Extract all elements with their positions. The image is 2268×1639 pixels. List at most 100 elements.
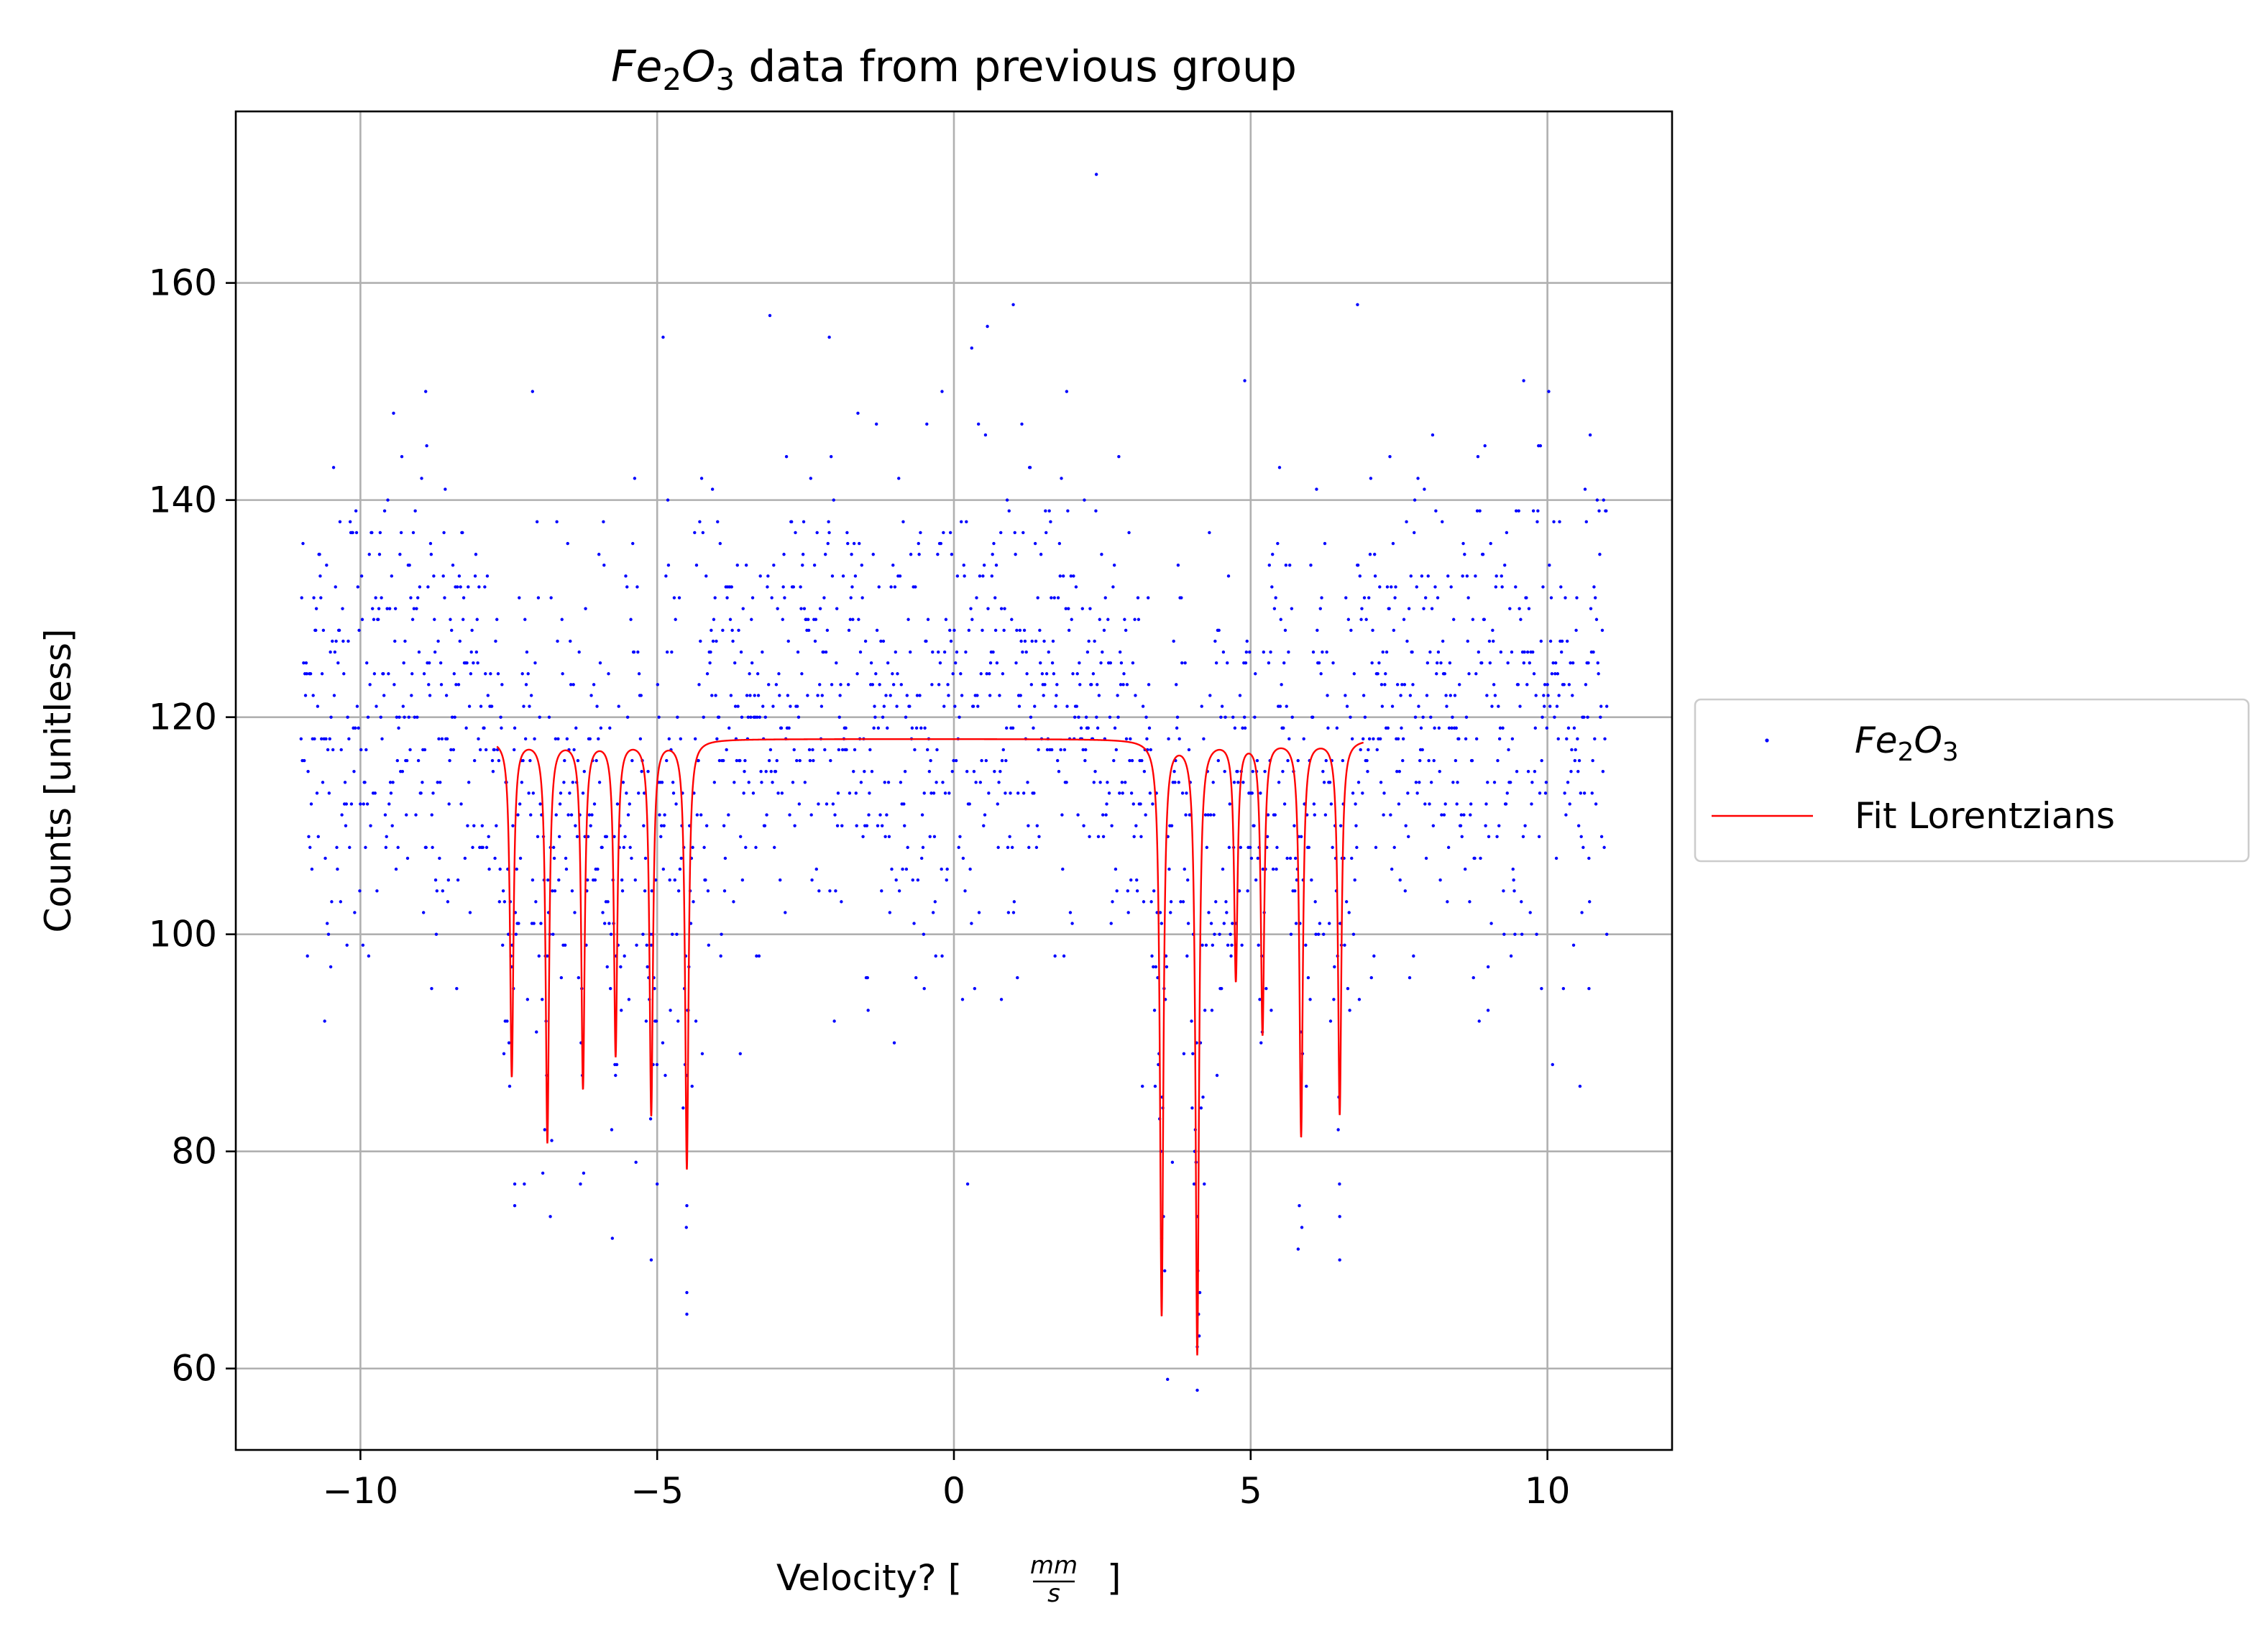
data-point <box>1011 303 1015 307</box>
data-point <box>483 585 487 589</box>
data-point <box>996 845 1000 850</box>
data-point <box>1127 531 1131 535</box>
data-point <box>1471 618 1475 621</box>
data-point <box>1528 911 1532 914</box>
data-point <box>581 791 585 795</box>
data-point <box>1202 737 1206 741</box>
data-point <box>507 1041 511 1045</box>
data-point <box>825 802 829 806</box>
data-point <box>1355 845 1359 850</box>
data-point <box>1380 704 1385 708</box>
data-point <box>908 704 912 708</box>
data-point <box>341 639 345 643</box>
data-point <box>1148 791 1152 795</box>
data-point <box>558 802 562 806</box>
data-point <box>897 477 901 480</box>
data-point <box>349 802 354 806</box>
data-point <box>835 661 838 665</box>
data-point <box>444 694 449 697</box>
data-point <box>593 878 597 882</box>
data-point <box>470 628 474 633</box>
data-point <box>1566 726 1571 730</box>
data-point <box>673 878 676 882</box>
data-point <box>342 672 346 676</box>
data-point <box>390 824 394 827</box>
data-point <box>1372 954 1376 958</box>
data-point <box>1270 1009 1273 1012</box>
data-point <box>325 564 329 567</box>
data-point <box>1097 694 1101 697</box>
data-point <box>873 715 877 719</box>
data-point <box>1198 1290 1202 1295</box>
data-point <box>1327 922 1331 925</box>
data-point <box>1181 900 1185 904</box>
data-point <box>668 878 671 882</box>
data-point <box>1036 596 1039 600</box>
data-point <box>557 878 561 882</box>
data-point <box>876 824 880 827</box>
data-point <box>1566 781 1570 784</box>
data-point <box>1002 628 1006 633</box>
data-point <box>325 922 329 925</box>
data-point <box>1227 845 1231 850</box>
data-point <box>605 965 609 969</box>
data-point <box>1385 585 1390 589</box>
data-point <box>866 1009 870 1012</box>
data-point <box>679 737 682 741</box>
data-point <box>331 639 334 643</box>
data-point <box>712 781 717 784</box>
data-point <box>950 552 954 556</box>
data-point <box>1228 802 1231 806</box>
data-point <box>1486 781 1489 784</box>
data-point <box>1367 748 1370 752</box>
data-point <box>417 650 421 654</box>
data-point <box>765 813 768 817</box>
data-point <box>1419 726 1423 730</box>
data-point <box>1149 900 1153 904</box>
data-point <box>1140 758 1144 763</box>
data-point <box>1032 726 1035 730</box>
data-point <box>1548 639 1553 643</box>
data-point <box>702 715 705 719</box>
data-point <box>1287 650 1290 654</box>
data-point <box>1065 781 1068 784</box>
title-sub1: 2 <box>662 62 681 97</box>
data-point <box>517 922 520 925</box>
data-point <box>793 824 796 827</box>
data-point <box>917 552 921 556</box>
data-point <box>747 781 750 784</box>
data-point <box>1006 845 1010 850</box>
data-point <box>1220 986 1223 991</box>
data-point <box>995 661 999 665</box>
data-point <box>1413 531 1416 535</box>
data-point <box>707 943 711 947</box>
data-point <box>1213 932 1216 936</box>
data-point <box>1329 802 1333 806</box>
data-point <box>364 845 367 850</box>
data-point <box>1282 661 1286 665</box>
data-point <box>1014 661 1018 665</box>
data-point <box>617 704 620 708</box>
data-point <box>541 998 544 1001</box>
data-point <box>1362 694 1366 697</box>
data-point <box>1182 1052 1186 1055</box>
data-point <box>1259 791 1262 795</box>
data-point <box>873 704 876 708</box>
data-point <box>1068 911 1073 914</box>
data-point <box>1221 867 1225 871</box>
data-point <box>800 672 804 676</box>
data-point <box>608 986 612 991</box>
data-point <box>1328 781 1332 784</box>
data-point <box>710 694 714 697</box>
data-point <box>881 715 885 719</box>
data-point <box>1277 466 1282 469</box>
data-point <box>1390 585 1393 589</box>
data-point <box>1361 791 1364 795</box>
data-point <box>1395 683 1400 687</box>
data-point <box>955 574 960 578</box>
data-point <box>996 802 999 806</box>
data-point <box>1438 769 1441 773</box>
data-point <box>554 813 558 817</box>
data-point <box>1192 1182 1196 1186</box>
data-point <box>1570 748 1574 752</box>
